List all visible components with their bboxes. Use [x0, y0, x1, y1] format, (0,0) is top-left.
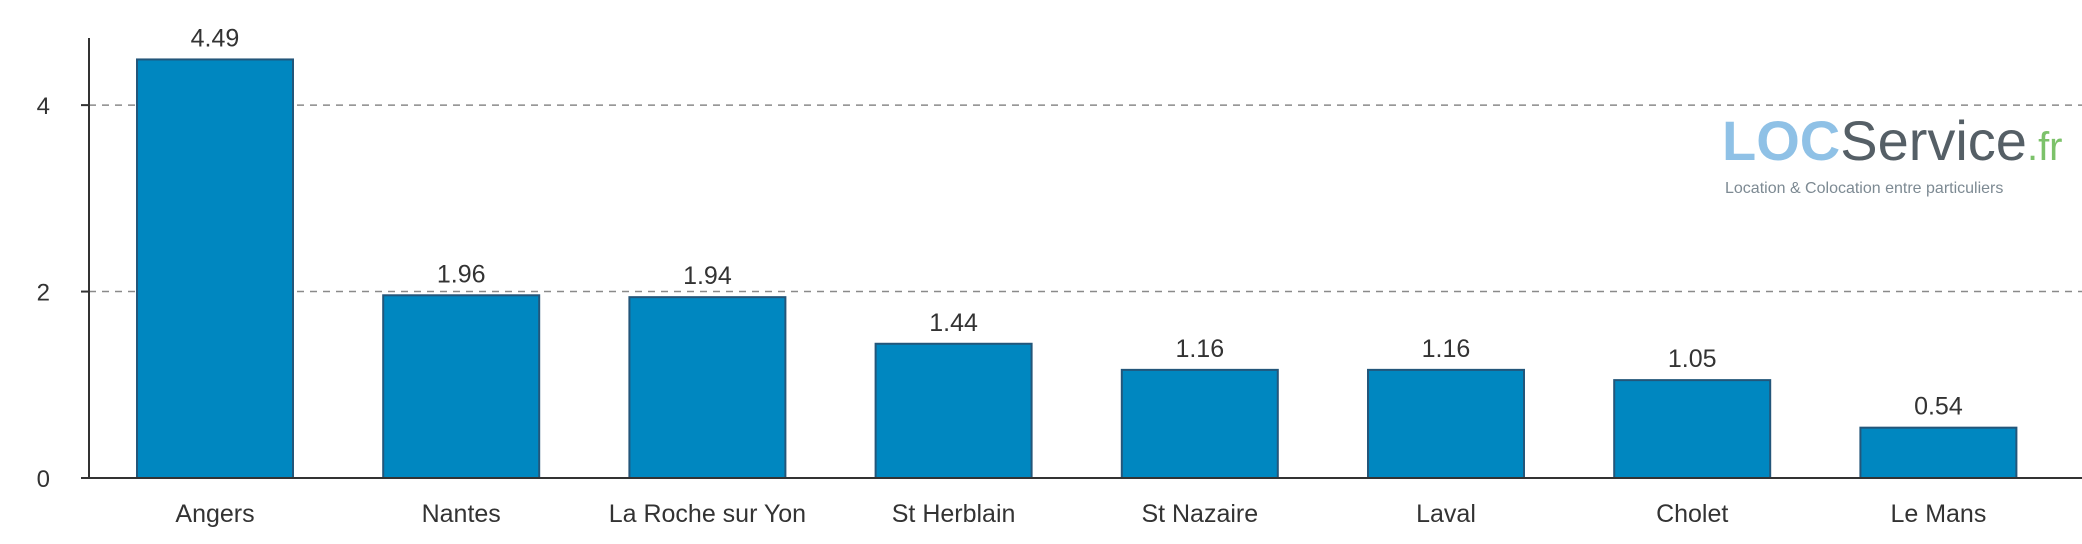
bar-angers — [136, 58, 294, 480]
bar-st-herblain — [874, 342, 1033, 480]
category-label: La Roche sur Yon — [609, 500, 806, 528]
category-label: Laval — [1416, 500, 1476, 528]
bar-cholet — [1613, 379, 1772, 480]
bars — [136, 58, 2018, 480]
y-tick-label: 4 — [37, 93, 50, 120]
y-tick-label: 2 — [37, 280, 50, 307]
logo-loc-text: LOC — [1722, 109, 1840, 172]
category-label: Angers — [175, 500, 254, 528]
category-label: Nantes — [422, 500, 501, 528]
svg-text:LOCService.fr: LOCService.fr — [1722, 109, 2063, 172]
data-label: 4.49 — [191, 24, 240, 52]
bar-nantes — [382, 294, 541, 480]
data-label: 0.54 — [1914, 393, 1963, 421]
bar-laval — [1367, 368, 1525, 479]
data-label: 1.05 — [1668, 345, 1717, 373]
y-tick-labels: 0 2 4 — [37, 93, 89, 493]
bar-la-roche-sur-yon — [628, 296, 787, 480]
locservice-logo: LOCService.fr Location & Colocation entr… — [1722, 109, 2063, 197]
category-label: St Nazaire — [1141, 500, 1258, 528]
category-labels: Angers Nantes La Roche sur Yon St Herblain S… — [175, 500, 1986, 528]
category-label: St Herblain — [892, 500, 1016, 528]
logo-tagline: Location & Colocation entre particuliers — [1725, 180, 2003, 197]
bar-le-mans — [1859, 426, 2018, 479]
data-label: 1.44 — [929, 309, 978, 337]
category-label: Le Mans — [1890, 500, 1986, 528]
logo-service-text: Service — [1840, 109, 2027, 172]
axes — [88, 38, 2082, 479]
data-label: 1.16 — [1175, 335, 1224, 363]
data-label: 1.16 — [1422, 335, 1471, 363]
logo-fr-text: .fr — [2027, 125, 2063, 169]
data-labels: 4.49 1.96 1.94 1.44 1.16 1.16 1.05 0.54 — [191, 24, 1963, 420]
y-tick-label: 0 — [37, 466, 50, 493]
data-label: 1.94 — [683, 262, 732, 290]
category-label: Cholet — [1656, 500, 1728, 528]
bar-st-nazaire — [1120, 368, 1279, 479]
data-label: 1.96 — [437, 260, 486, 288]
